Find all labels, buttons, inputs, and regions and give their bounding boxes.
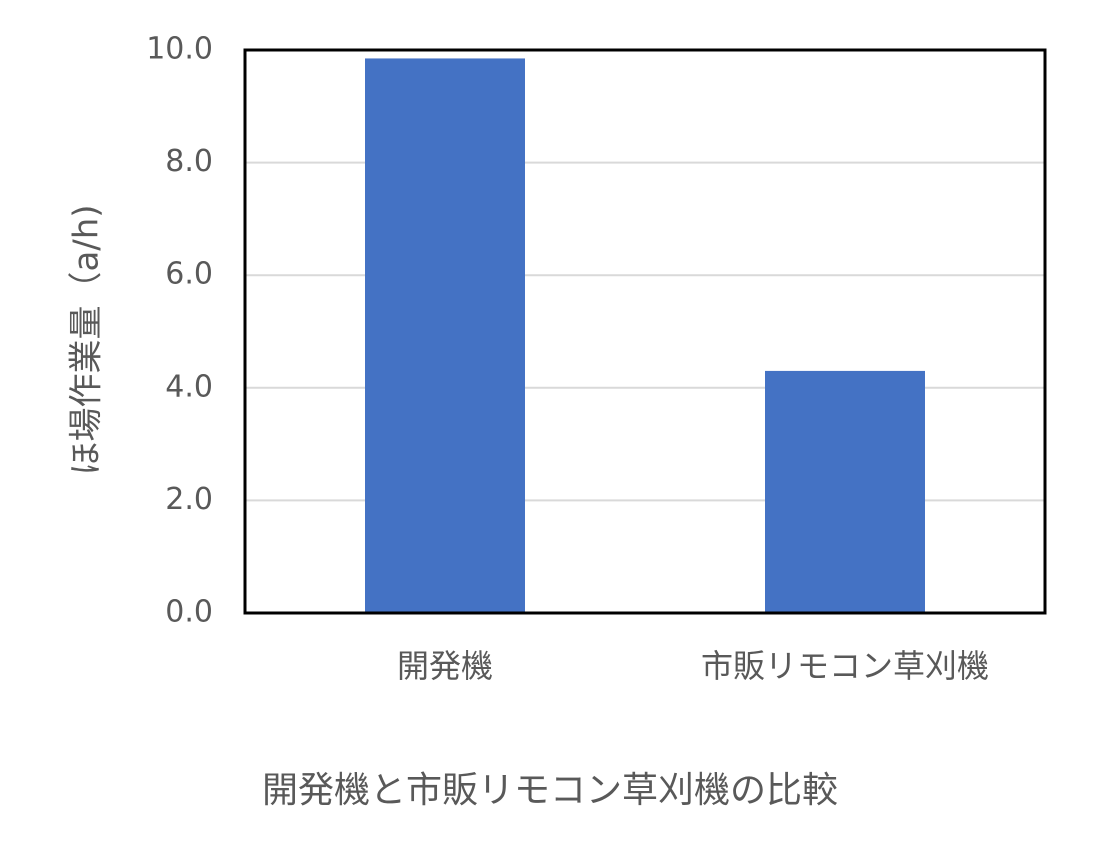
y-tick-label: 2.0 xyxy=(165,482,213,517)
y-tick-label: 6.0 xyxy=(165,257,213,292)
chart-title: 開発機と市販リモコン草刈機の比較 xyxy=(262,770,838,811)
y-tick-label: 0.0 xyxy=(165,595,213,630)
y-tick-label: 8.0 xyxy=(165,144,213,179)
y-tick-label: 4.0 xyxy=(165,369,213,404)
y-axis-label: ほ場作業量（a/h) xyxy=(67,204,107,475)
x-tick-label: 開発機 xyxy=(397,647,493,685)
y-tick-label: 10.0 xyxy=(146,32,213,67)
bar xyxy=(365,58,525,613)
x-tick-label: 市販リモコン草刈機 xyxy=(701,647,989,685)
plot-frame xyxy=(243,48,1047,615)
bar xyxy=(765,370,925,613)
